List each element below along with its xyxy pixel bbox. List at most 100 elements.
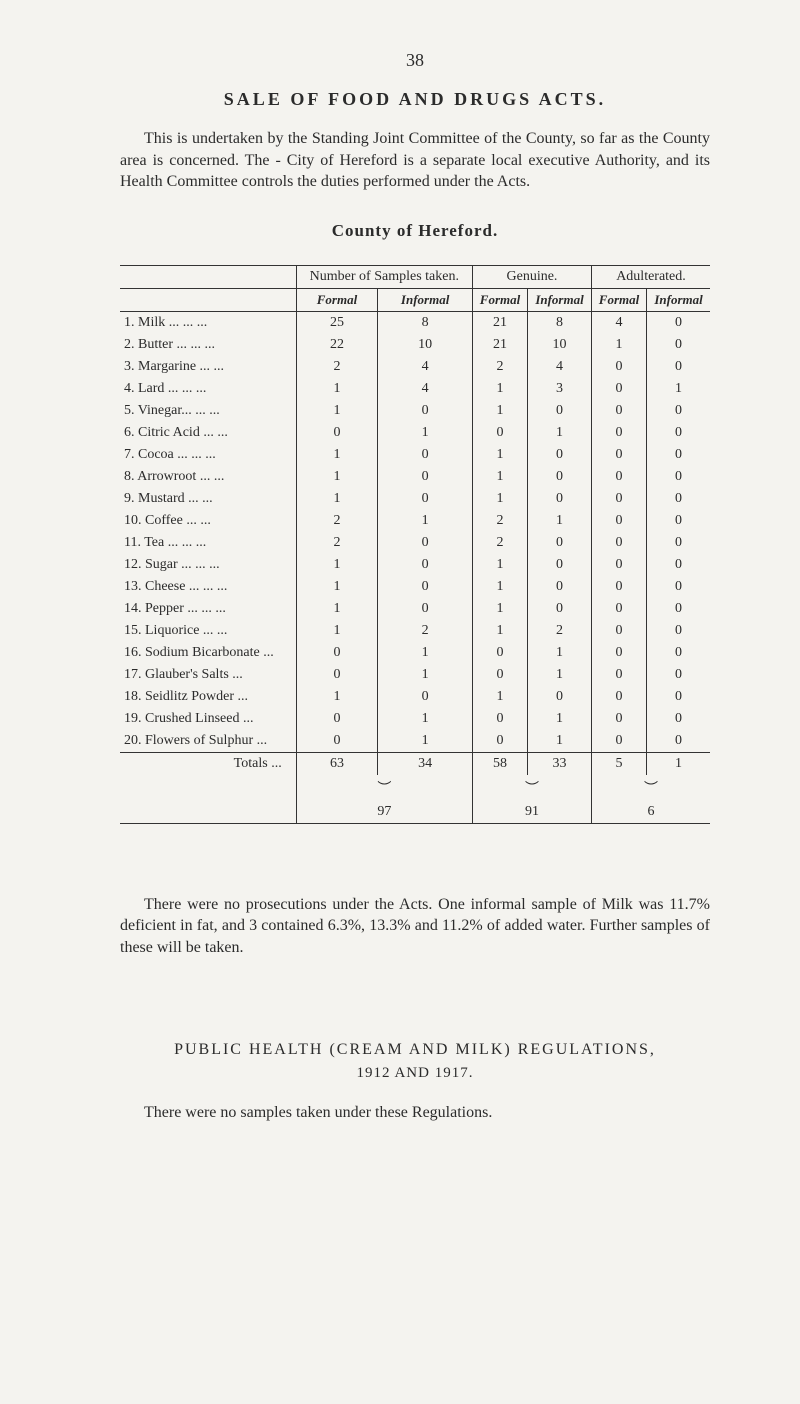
item-cell: 0 — [647, 532, 710, 554]
totals-cell: 34 — [378, 752, 473, 775]
item-cell: 0 — [647, 400, 710, 422]
item-cell: 0 — [647, 444, 710, 466]
table-row: 17. Glauber's Salts ...010100 — [120, 664, 710, 686]
item-cell: 1 — [296, 620, 378, 642]
item-label: 6. Citric Acid ... ... — [120, 422, 296, 444]
item-label: 16. Sodium Bicarbonate ... — [120, 642, 296, 664]
item-cell: 0 — [528, 444, 592, 466]
item-cell: 0 — [472, 664, 527, 686]
item-cell: 1 — [528, 510, 592, 532]
item-cell: 0 — [528, 576, 592, 598]
brace-row: ︶ ︶ ︶ — [120, 775, 710, 801]
item-label: 9. Mustard ... ... — [120, 488, 296, 510]
item-label: 2. Butter ... ... ... — [120, 334, 296, 356]
item-cell: 1 — [296, 466, 378, 488]
section-2-title: PUBLIC HEALTH (CREAM AND MILK) REGULATIO… — [120, 1041, 710, 1059]
item-cell: 0 — [378, 532, 473, 554]
item-cell: 3 — [528, 378, 592, 400]
item-cell: 1 — [528, 730, 592, 753]
item-label: 3. Margarine ... ... — [120, 356, 296, 378]
item-cell: 0 — [528, 400, 592, 422]
item-cell: 2 — [296, 356, 378, 378]
item-cell: 1 — [296, 598, 378, 620]
item-cell: 0 — [296, 422, 378, 444]
table-row: 16. Sodium Bicarbonate ...010100 — [120, 642, 710, 664]
item-label: 13. Cheese ... ... ... — [120, 576, 296, 598]
item-cell: 0 — [647, 466, 710, 488]
item-cell: 1 — [472, 598, 527, 620]
item-cell: 4 — [378, 356, 473, 378]
sub-header-formal: Formal — [472, 288, 527, 311]
item-cell: 0 — [647, 620, 710, 642]
page-title: SALE OF FOOD AND DRUGS ACTS. — [120, 89, 710, 110]
item-cell: 2 — [472, 356, 527, 378]
spacer — [120, 987, 710, 1041]
item-cell: 1 — [472, 400, 527, 422]
section-2-sub: 1912 AND 1917. — [120, 1065, 710, 1082]
item-label: 14. Pepper ... ... ... — [120, 598, 296, 620]
item-cell: 1 — [378, 664, 473, 686]
table-row: 4. Lard ... ... ...141301 — [120, 378, 710, 400]
item-cell: 2 — [378, 620, 473, 642]
item-cell: 1 — [528, 642, 592, 664]
table-row: 10. Coffee ... ...212100 — [120, 510, 710, 532]
table-row: 7. Cocoa ... ... ...101000 — [120, 444, 710, 466]
item-label: 12. Sugar ... ... ... — [120, 554, 296, 576]
item-cell: 0 — [472, 642, 527, 664]
item-label: 17. Glauber's Salts ... — [120, 664, 296, 686]
item-cell: 0 — [528, 488, 592, 510]
item-cell: 0 — [647, 356, 710, 378]
item-label: 8. Arrowroot ... ... — [120, 466, 296, 488]
item-cell: 1 — [472, 620, 527, 642]
totals-cell: 5 — [591, 752, 646, 775]
intro-paragraph: This is undertaken by the Standing Joint… — [120, 128, 710, 193]
item-label: 5. Vinegar... ... ... — [120, 400, 296, 422]
item-cell: 1 — [472, 466, 527, 488]
item-cell: 0 — [591, 620, 646, 642]
item-cell: 0 — [591, 400, 646, 422]
item-cell: 21 — [472, 334, 527, 356]
totals-cell: 63 — [296, 752, 378, 775]
table-row: 15. Liquorice ... ...121200 — [120, 620, 710, 642]
item-label: 18. Seidlitz Powder ... — [120, 686, 296, 708]
county-heading: County of Hereford. — [120, 221, 710, 241]
item-cell: 22 — [296, 334, 378, 356]
group-header-adulterated: Adulterated. — [591, 265, 710, 288]
item-cell: 2 — [296, 532, 378, 554]
document-page: 38 SALE OF FOOD AND DRUGS ACTS. This is … — [0, 0, 800, 1404]
item-cell: 0 — [528, 466, 592, 488]
sum-cell: 91 — [472, 801, 591, 824]
item-cell: 0 — [378, 598, 473, 620]
item-cell: 0 — [296, 708, 378, 730]
item-cell: 0 — [647, 311, 710, 334]
item-cell: 1 — [528, 422, 592, 444]
item-cell: 2 — [472, 532, 527, 554]
item-cell: 0 — [591, 510, 646, 532]
item-cell: 1 — [378, 642, 473, 664]
item-cell: 1 — [296, 686, 378, 708]
analysis-paragraph: There were no prosecutions under the Act… — [120, 894, 710, 959]
item-label: 20. Flowers of Sulphur ... — [120, 730, 296, 753]
table-group-header-row: Number of Samples taken. Genuine. Adulte… — [120, 265, 710, 288]
item-cell: 0 — [647, 708, 710, 730]
item-cell: 0 — [528, 554, 592, 576]
item-cell: 0 — [378, 686, 473, 708]
item-label: 11. Tea ... ... ... — [120, 532, 296, 554]
item-label: 15. Liquorice ... ... — [120, 620, 296, 642]
item-cell: 0 — [378, 554, 473, 576]
table-row: 20. Flowers of Sulphur ...010100 — [120, 730, 710, 753]
item-cell: 1 — [472, 686, 527, 708]
item-cell: 1 — [472, 378, 527, 400]
sum-cell: 6 — [591, 801, 710, 824]
item-cell: 0 — [378, 466, 473, 488]
item-cell: 0 — [647, 510, 710, 532]
item-cell: 0 — [591, 488, 646, 510]
table-row: 11. Tea ... ... ...202000 — [120, 532, 710, 554]
table-sub-header-row: Formal Informal Formal Informal Formal I… — [120, 288, 710, 311]
item-cell: 0 — [528, 686, 592, 708]
samples-table: Number of Samples taken. Genuine. Adulte… — [120, 265, 710, 824]
item-label: 7. Cocoa ... ... ... — [120, 444, 296, 466]
item-cell: 1 — [378, 708, 473, 730]
item-cell: 0 — [647, 686, 710, 708]
item-cell: 2 — [296, 510, 378, 532]
